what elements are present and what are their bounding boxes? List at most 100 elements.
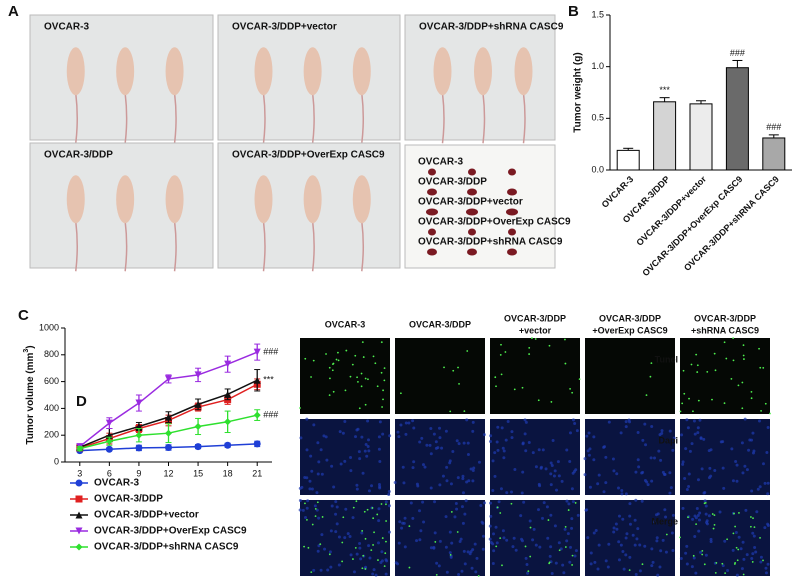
apoptotic-cell — [344, 389, 347, 392]
nucleus — [356, 427, 360, 431]
apoptotic-cell — [385, 520, 387, 522]
nucleus — [523, 432, 527, 436]
nucleus — [685, 562, 689, 566]
nucleus — [602, 490, 606, 494]
nucleus — [525, 563, 529, 567]
apoptotic-cell — [548, 561, 551, 564]
tumor — [506, 208, 518, 216]
nucleus — [372, 568, 376, 572]
nucleus — [703, 499, 707, 503]
apoptotic-cell — [408, 566, 411, 569]
mouse-tail — [173, 93, 177, 144]
bar — [689, 103, 713, 171]
apoptotic-cell — [734, 525, 737, 528]
nucleus — [425, 443, 429, 447]
nucleus — [301, 508, 305, 512]
nucleus — [384, 572, 388, 576]
apoptotic-cell — [500, 343, 502, 346]
nucleus — [694, 516, 698, 520]
nucleus — [305, 448, 309, 452]
nucleus — [707, 449, 711, 453]
nucleus — [567, 502, 571, 506]
nucleus — [690, 442, 694, 446]
apoptotic-cell — [510, 502, 513, 505]
nucleus — [692, 556, 696, 560]
nucleus — [636, 430, 640, 434]
apoptotic-cell — [501, 564, 503, 567]
apoptotic-cell — [752, 517, 754, 520]
nucleus — [735, 573, 739, 577]
tumor-label: OVCAR-3/DDP+shRNA CASC9 — [418, 237, 563, 248]
nucleus — [624, 536, 628, 540]
nucleus — [502, 449, 506, 453]
nucleus — [611, 457, 615, 461]
apoptotic-cell — [311, 523, 314, 526]
nucleus — [339, 462, 343, 466]
nucleus — [614, 522, 618, 526]
nucleus — [489, 514, 493, 518]
nucleus — [441, 474, 445, 478]
nucleus — [310, 487, 314, 491]
nucleus — [663, 508, 667, 512]
nucleus — [643, 422, 647, 426]
apoptotic-cell — [332, 390, 335, 393]
apoptotic-cell — [712, 527, 715, 530]
nucleus — [368, 556, 372, 560]
nucleus — [477, 460, 481, 464]
nucleus — [696, 426, 700, 430]
apoptotic-cell — [499, 353, 502, 356]
apoptotic-cell — [723, 341, 726, 344]
nucleus — [592, 458, 596, 462]
nucleus — [607, 542, 611, 546]
nucleus — [565, 499, 569, 503]
nucleus — [758, 419, 762, 423]
marker — [165, 413, 172, 421]
marker — [76, 445, 84, 453]
apoptotic-cell — [314, 515, 317, 518]
apoptotic-cell — [732, 532, 735, 535]
nucleus — [696, 431, 700, 435]
apoptotic-cell — [328, 394, 331, 397]
nucleus — [537, 448, 541, 452]
apoptotic-cell — [477, 574, 480, 577]
nucleus — [664, 550, 668, 554]
nucleus — [691, 517, 695, 521]
apoptotic-cell — [711, 513, 714, 515]
nucleus — [510, 430, 514, 434]
nucleus — [619, 431, 623, 435]
nucleus — [444, 515, 448, 519]
nucleus — [511, 545, 515, 549]
nucleus — [377, 507, 381, 511]
nucleus — [586, 536, 590, 540]
nucleus — [411, 516, 415, 520]
nucleus — [687, 472, 691, 476]
photo-label: OVCAR-3/DDP — [44, 150, 113, 161]
nucleus — [549, 461, 553, 465]
apoptotic-cell — [399, 392, 402, 395]
nucleus — [360, 531, 364, 535]
nucleus — [429, 486, 433, 490]
nucleus — [592, 531, 596, 535]
nucleus — [365, 454, 369, 458]
nucleus — [604, 455, 608, 459]
nucleus — [358, 457, 362, 461]
apoptotic-cell — [356, 376, 358, 379]
nucleus — [531, 538, 535, 542]
nucleus — [506, 419, 510, 423]
mouse-tail — [262, 93, 266, 144]
nucleus — [641, 438, 645, 442]
column-header: +shRNA CASC9 — [691, 325, 759, 335]
apoptotic-cell — [714, 369, 717, 372]
nucleus — [699, 436, 703, 440]
nucleus — [636, 527, 640, 531]
nucleus — [551, 439, 555, 443]
nucleus — [388, 434, 392, 438]
nucleus — [379, 560, 383, 564]
nucleus — [745, 553, 749, 557]
y-tick-label: 800 — [44, 349, 59, 359]
apoptotic-cell — [762, 559, 764, 562]
nucleus — [759, 560, 763, 564]
nucleus — [471, 469, 475, 473]
nucleus — [622, 567, 626, 571]
nucleus — [411, 466, 415, 470]
